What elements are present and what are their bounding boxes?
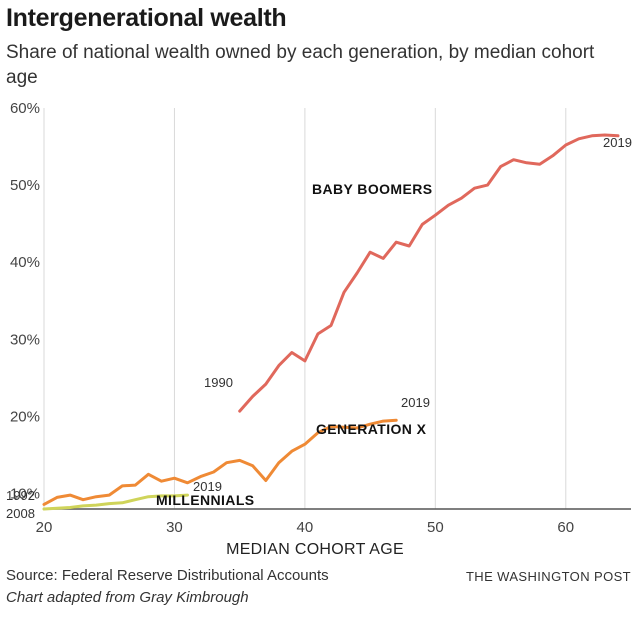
boomers-end-label: 2019	[603, 135, 632, 150]
x-tick-label-30: 30	[166, 519, 183, 536]
y-tick-label-60: 60%	[10, 100, 40, 117]
x-tick-label-40: 40	[297, 519, 314, 536]
x-axis-label: MEDIAN COHORT AGE	[226, 541, 404, 558]
series-lines	[42, 133, 620, 511]
millennials-end-label: 2019	[193, 479, 222, 494]
millennials-start-label: 2008	[6, 506, 35, 521]
series-label-boomers: BABY BOOMERS	[312, 181, 432, 197]
boomers-start-label: 1990	[204, 375, 233, 390]
y-tick-label-40: 40%	[10, 254, 40, 271]
series-line-2	[42, 493, 189, 511]
series-label-millennials: MILLENNIALS	[156, 492, 255, 508]
gridlines	[43, 108, 631, 510]
series-line-1	[42, 418, 398, 506]
series-labels: BABY BOOMERS GENERATION X MILLENNIALS 1990 2…	[6, 135, 632, 521]
series-line-0	[238, 133, 620, 413]
y-tick-label-20: 20%	[10, 408, 40, 425]
chart-subtitle: Share of national wealth owned by each g…	[6, 42, 595, 88]
x-tick-label-50: 50	[427, 519, 444, 536]
y-tick-label-50: 50%	[10, 177, 40, 194]
chart-title: Intergenerational wealth	[6, 4, 287, 32]
x-tick-label-60: 60	[557, 519, 574, 536]
series-label-genx: GENERATION X	[316, 421, 427, 437]
genx-start-label: 1992	[6, 488, 35, 503]
credit-note: Chart adapted from Gray Kimbrough	[6, 589, 249, 606]
x-tick-label-20: 20	[36, 519, 53, 536]
publisher-logo: THE WASHINGTON POST	[465, 569, 631, 584]
source-note: Source: Federal Reserve Distributional A…	[6, 567, 329, 584]
axis-ticks: 10% 20% 30% 40% 50% 60% 20 30 40 50 60	[10, 100, 574, 536]
genx-end-label: 2019	[401, 395, 430, 410]
y-tick-label-10: 10%	[10, 486, 40, 503]
y-tick-label-30: 30%	[10, 331, 40, 348]
